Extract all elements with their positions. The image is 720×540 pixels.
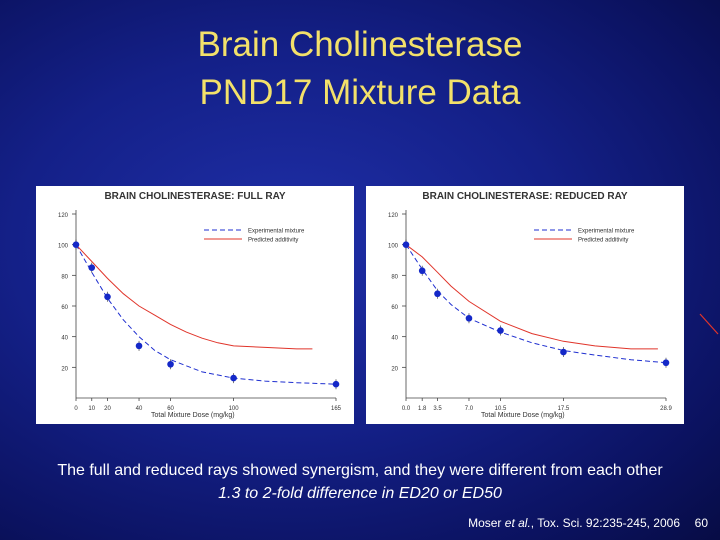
citation-authors: Moser — [468, 516, 505, 530]
y-tick-label: 100 — [58, 244, 69, 250]
y-tick-label: 80 — [61, 274, 68, 280]
experimental-mixture-line — [75, 244, 337, 385]
x-axis-label: Total Mixture Dose (mg/kg) — [151, 412, 235, 419]
chart-title: BRAIN CHOLINESTERASE: REDUCED RAY — [422, 191, 628, 202]
slide-number: 60 — [694, 516, 708, 530]
y-tick-label: 20 — [391, 366, 398, 372]
data-point — [497, 327, 504, 334]
data-point — [332, 380, 340, 388]
full-ray-chart: BRAIN CHOLINESTERASE: FULL RAY 20 40 60 80 10… — [36, 186, 354, 424]
full-ray-chart-svg: BRAIN CHOLINESTERASE: FULL RAY 20 40 60 80 10… — [58, 191, 342, 419]
data-point — [662, 359, 670, 367]
predicted-additivity-line — [405, 244, 658, 350]
data-point — [402, 241, 410, 248]
y-tick-label: 40 — [61, 336, 68, 342]
x-tick-label: 10 — [88, 406, 95, 412]
x-tick-label: 17.5 — [558, 406, 570, 412]
data-point — [230, 374, 237, 382]
data-point — [135, 342, 143, 350]
x-tick-label: 40 — [136, 406, 143, 412]
x-tick-label: 1.8 — [418, 406, 427, 412]
data-point — [72, 241, 80, 248]
reduced-ray-chart-svg: BRAIN CHOLINESTERASE: REDUCED RAY 20 40 60 8… — [388, 191, 673, 419]
x-tick-label: 0.0 — [402, 406, 411, 412]
legend-experimental-label: Experimental mixture — [578, 229, 635, 235]
y-tick-label: 100 — [388, 244, 399, 250]
predicted-additivity-line — [75, 244, 313, 350]
data-point — [104, 293, 111, 301]
x-tick-label: 28.9 — [660, 406, 672, 412]
data-point — [560, 348, 567, 356]
data-point — [88, 264, 96, 271]
y-tick-label: 60 — [61, 305, 68, 311]
legend-predicted-label: Predicted additivity — [248, 238, 298, 244]
caption-synergism: The full and reduced rays showed synergi… — [57, 462, 663, 479]
experimental-mixture-line — [405, 244, 667, 364]
y-tick-label: 120 — [388, 213, 399, 219]
x-tick-label: 165 — [331, 406, 342, 412]
data-point — [167, 360, 174, 368]
citation-source: , Tox. Sci. 92:235-245, 2006 — [530, 516, 680, 530]
data-point — [434, 290, 441, 298]
citation: Moser et al., Tox. Sci. 92:235-245, 2006 — [468, 516, 680, 530]
legend-experimental-label: Experimental mixture — [248, 229, 305, 235]
y-tick-label: 20 — [61, 366, 68, 372]
citation-et-al: et al. — [504, 516, 531, 530]
slide-title-line-2: PND17 Mixture Data — [199, 73, 521, 112]
slide-title-line-1: Brain Cholinesterase — [197, 25, 523, 64]
x-axis-label: Total Mixture Dose (mg/kg) — [481, 412, 565, 419]
y-tick-label: 40 — [391, 336, 398, 342]
x-tick-label: 100 — [229, 406, 240, 412]
chart-title: BRAIN CHOLINESTERASE: FULL RAY — [104, 191, 285, 202]
x-tick-label: 10.5 — [495, 406, 507, 412]
y-tick-label: 60 — [391, 305, 398, 311]
y-tick-label: 80 — [391, 274, 398, 280]
data-point — [465, 314, 473, 322]
legend-predicted-label: Predicted additivity — [578, 238, 628, 244]
slide-decoration-line — [699, 313, 719, 335]
caption-ed-difference: 1.3 to 2-fold difference in ED20 or ED50 — [218, 485, 502, 502]
x-tick-label: 3.5 — [433, 406, 442, 412]
x-tick-label: 7.0 — [465, 406, 474, 412]
data-point — [418, 267, 426, 275]
y-tick-label: 120 — [58, 213, 69, 219]
x-tick-label: 60 — [167, 406, 174, 412]
x-tick-label: 20 — [104, 406, 111, 412]
reduced-ray-chart: BRAIN CHOLINESTERASE: REDUCED RAY 20 40 60 8… — [366, 186, 684, 424]
x-tick-label: 0 — [74, 406, 78, 412]
